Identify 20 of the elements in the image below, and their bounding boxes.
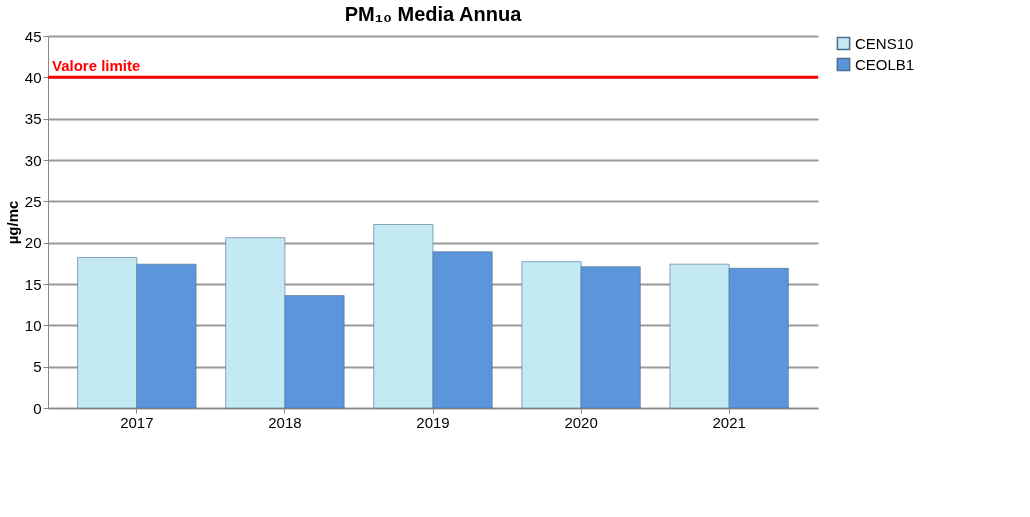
y-tick-label: 25 <box>24 192 42 210</box>
y-axis-title: µg/mc <box>3 200 21 245</box>
y-tick-label: 15 <box>24 275 42 293</box>
legend-label: CEOLB1 <box>855 55 915 73</box>
y-tick-label: 0 <box>33 399 42 417</box>
x-tick-label: 2020 <box>564 413 598 431</box>
x-tick-label: 2018 <box>268 413 302 431</box>
y-tick-label: 30 <box>24 151 42 169</box>
y-tick-label: 20 <box>24 234 42 252</box>
y-tick-label: 35 <box>24 110 42 128</box>
x-tick-label: 2021 <box>712 413 746 431</box>
y-tick-label: 10 <box>24 316 42 334</box>
y-tick-label: 45 <box>24 27 42 45</box>
legend-label: CENS10 <box>855 34 914 52</box>
y-tick-label: 5 <box>33 358 42 376</box>
x-tick-label: 2017 <box>120 413 154 431</box>
x-tick-label: 2019 <box>416 413 450 431</box>
chart-title: PM₁₀ Media Annua <box>344 3 523 25</box>
y-tick-label: 40 <box>24 68 42 86</box>
ref-line-label: Valore limite <box>52 57 141 75</box>
